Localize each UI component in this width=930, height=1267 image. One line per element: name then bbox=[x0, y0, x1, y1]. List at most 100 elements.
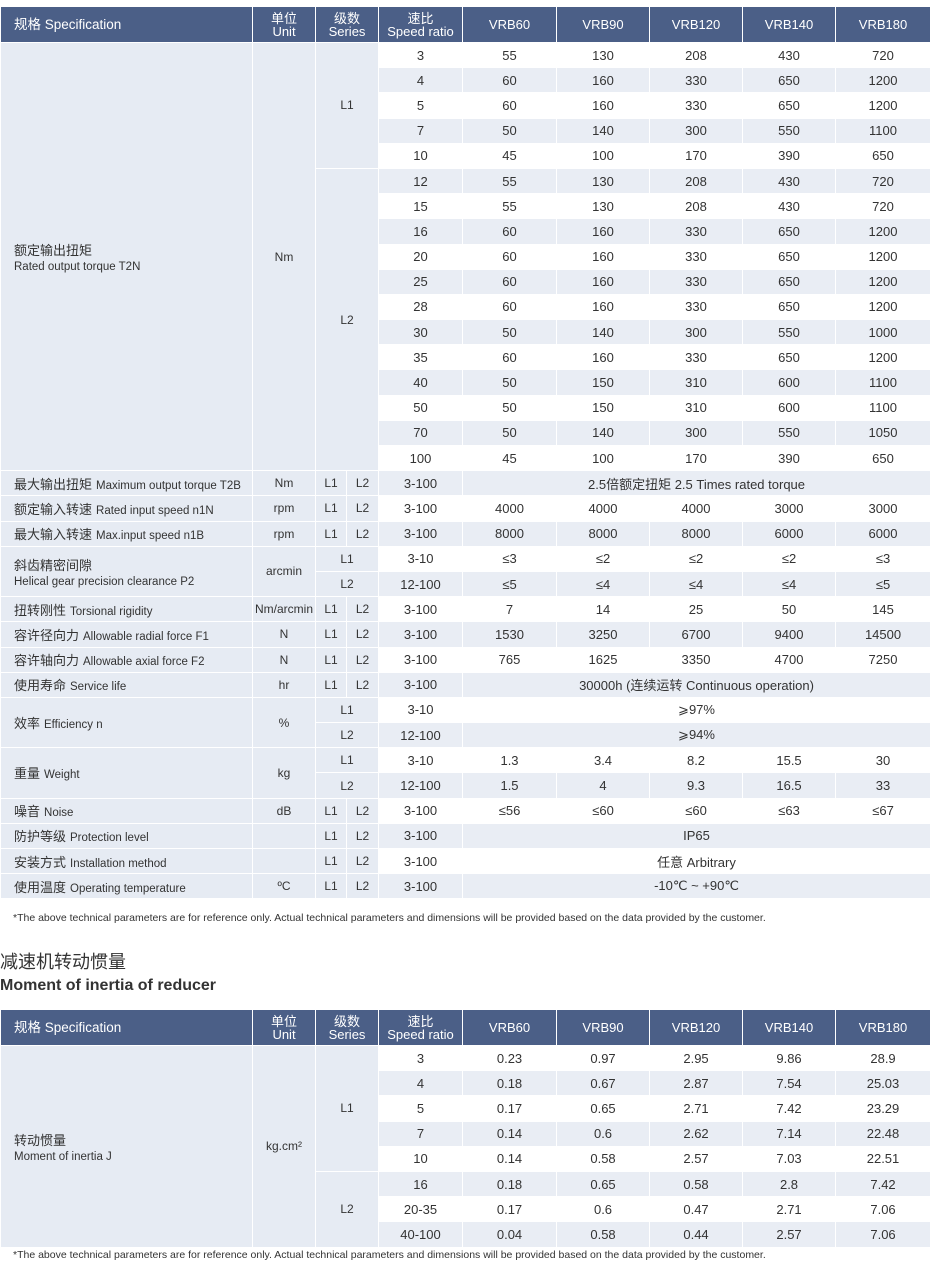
value-cell: 7.14 bbox=[742, 1120, 837, 1147]
value-cell: 130 bbox=[556, 167, 651, 195]
value-cell: 650 bbox=[742, 268, 837, 295]
merged-value: 任意 Arbitrary bbox=[462, 847, 930, 875]
spec-label: 最大输出扭矩 Maximum output torque T2B bbox=[0, 470, 253, 497]
value-cell: 1100 bbox=[835, 117, 930, 144]
header-row: 规格 Specification 单位 Unit 级数 Series 速比 Speed ra… bbox=[0, 1009, 930, 1046]
value-cell: 1200 bbox=[835, 293, 930, 321]
table-row: L2 12-100 ⩾94% bbox=[1, 722, 930, 749]
table-row: 28 60 160 330 650 1200 bbox=[1, 293, 930, 321]
value-cell: 430 bbox=[742, 167, 837, 195]
spec-label-cn: 斜齿精密间隙 bbox=[14, 557, 93, 573]
value-cell: 390 bbox=[742, 444, 837, 472]
value-cell: 208 bbox=[649, 167, 744, 195]
series: L1 bbox=[315, 470, 347, 497]
value-cell: 50 bbox=[462, 117, 558, 144]
value-cell: 0.04 bbox=[462, 1221, 558, 1248]
value-cell: 650 bbox=[835, 444, 930, 472]
speed-ratio: 12-100 bbox=[378, 722, 464, 749]
value-cell: 0.58 bbox=[556, 1145, 651, 1172]
spec-label-en: Rated input speed n1N bbox=[96, 504, 214, 517]
speed-ratio: 12-100 bbox=[378, 570, 464, 598]
value-cell: 23.29 bbox=[835, 1095, 930, 1122]
value-cell: 15.5 bbox=[742, 747, 837, 774]
table-row: 20 60 160 330 650 1200 bbox=[1, 243, 930, 270]
value-cell: 140 bbox=[556, 117, 651, 144]
header-series-line: 级数 bbox=[334, 10, 361, 26]
value-cell: 0.18 bbox=[462, 1170, 558, 1198]
value-cell: 45 bbox=[462, 444, 558, 472]
spec-label-cn: 额定输入转速 bbox=[14, 501, 93, 517]
value-cell: ≤5 bbox=[835, 570, 930, 598]
spec-label: 效率 Efficiency n bbox=[0, 696, 253, 749]
merged-value: 30000h (连续运转 Continuous operation) bbox=[462, 671, 930, 698]
value-cell: 0.6 bbox=[556, 1196, 651, 1223]
value-cell: 720 bbox=[835, 167, 930, 195]
value-cell: 0.17 bbox=[462, 1196, 558, 1223]
value-cell: 60 bbox=[462, 243, 558, 270]
value-cell: 650 bbox=[742, 67, 837, 94]
speed-ratio: 3-100 bbox=[378, 797, 464, 824]
spec-label-cn: 容许径向力 bbox=[14, 627, 80, 643]
value-cell: 145 bbox=[835, 596, 930, 623]
value-cell: 6000 bbox=[835, 520, 930, 547]
value-cell: 170 bbox=[649, 142, 744, 169]
value-cell: 2.57 bbox=[649, 1145, 744, 1172]
value-cell: 650 bbox=[742, 218, 837, 245]
spec-label: 防护等级 Protection level bbox=[0, 822, 253, 850]
series: L2 bbox=[345, 646, 380, 673]
value-cell: 2.57 bbox=[742, 1221, 837, 1248]
value-cell: 30 bbox=[835, 747, 930, 774]
value-cell: 720 bbox=[835, 41, 930, 69]
value-cell: 45 bbox=[462, 142, 558, 169]
speed-ratio: 4 bbox=[378, 67, 464, 94]
value-cell: 330 bbox=[649, 243, 744, 270]
speed-ratio: 15 bbox=[378, 193, 464, 220]
spec-label-cn: 使用温度 bbox=[14, 879, 67, 895]
value-cell: 650 bbox=[742, 293, 837, 321]
value-cell: 0.97 bbox=[556, 1044, 651, 1072]
spec-label: 使用温度 Operating temperature bbox=[0, 873, 253, 900]
unit: rpm bbox=[252, 495, 316, 522]
value-cell: 1200 bbox=[835, 268, 930, 295]
value-cell: 330 bbox=[649, 92, 744, 119]
value-cell: 600 bbox=[742, 369, 837, 396]
series: L2 bbox=[314, 167, 380, 472]
value-cell: 2.62 bbox=[649, 1120, 744, 1147]
value-cell: 1100 bbox=[835, 394, 930, 421]
value-cell: 7.06 bbox=[835, 1196, 930, 1223]
table-row: 额定输入转速 Rated input speed n1N rpm L1 L2 3-100 4… bbox=[0, 495, 930, 522]
spec-label-en: Noise bbox=[44, 807, 74, 820]
unit bbox=[252, 847, 316, 875]
speed-ratio: 10 bbox=[378, 1145, 464, 1172]
value-cell: 60 bbox=[462, 344, 558, 371]
footnote: *The above technical parameters are for … bbox=[13, 912, 766, 924]
value-cell: 2.8 bbox=[742, 1170, 837, 1198]
series: L2 bbox=[345, 847, 380, 875]
value-cell: 2.87 bbox=[649, 1070, 744, 1097]
value-cell: 765 bbox=[462, 646, 558, 673]
speed-ratio: 12-100 bbox=[378, 772, 464, 799]
spec-label-en: Operating temperature bbox=[70, 882, 186, 895]
speed-ratio: 16 bbox=[378, 1170, 464, 1198]
value-cell: 9400 bbox=[742, 621, 837, 648]
table-body: 额定输出扭矩 Rated output torque T2N Nm L1 3 55 130 2… bbox=[0, 41, 930, 900]
value-cell: 150 bbox=[556, 369, 651, 396]
value-cell: 130 bbox=[556, 41, 651, 69]
value-cell: ≤2 bbox=[556, 545, 651, 572]
value-cell: 0.65 bbox=[556, 1170, 651, 1198]
value-cell: ≤4 bbox=[556, 570, 651, 598]
value-cell: 0.17 bbox=[462, 1095, 558, 1122]
series: L1 bbox=[315, 520, 347, 547]
spec-label: 安装方式 Installation method bbox=[0, 847, 253, 875]
value-cell: 7.06 bbox=[835, 1221, 930, 1248]
unit bbox=[252, 822, 316, 850]
spec-label: 额定输入转速 Rated input speed n1N bbox=[0, 495, 253, 522]
unit: N bbox=[252, 646, 316, 673]
value-cell: 0.65 bbox=[556, 1095, 651, 1122]
speed-ratio: 12 bbox=[378, 167, 464, 195]
value-cell: 650 bbox=[835, 142, 930, 169]
value-cell: 100 bbox=[556, 142, 651, 169]
value-cell: 55 bbox=[462, 41, 558, 69]
series: L1 bbox=[315, 621, 347, 648]
